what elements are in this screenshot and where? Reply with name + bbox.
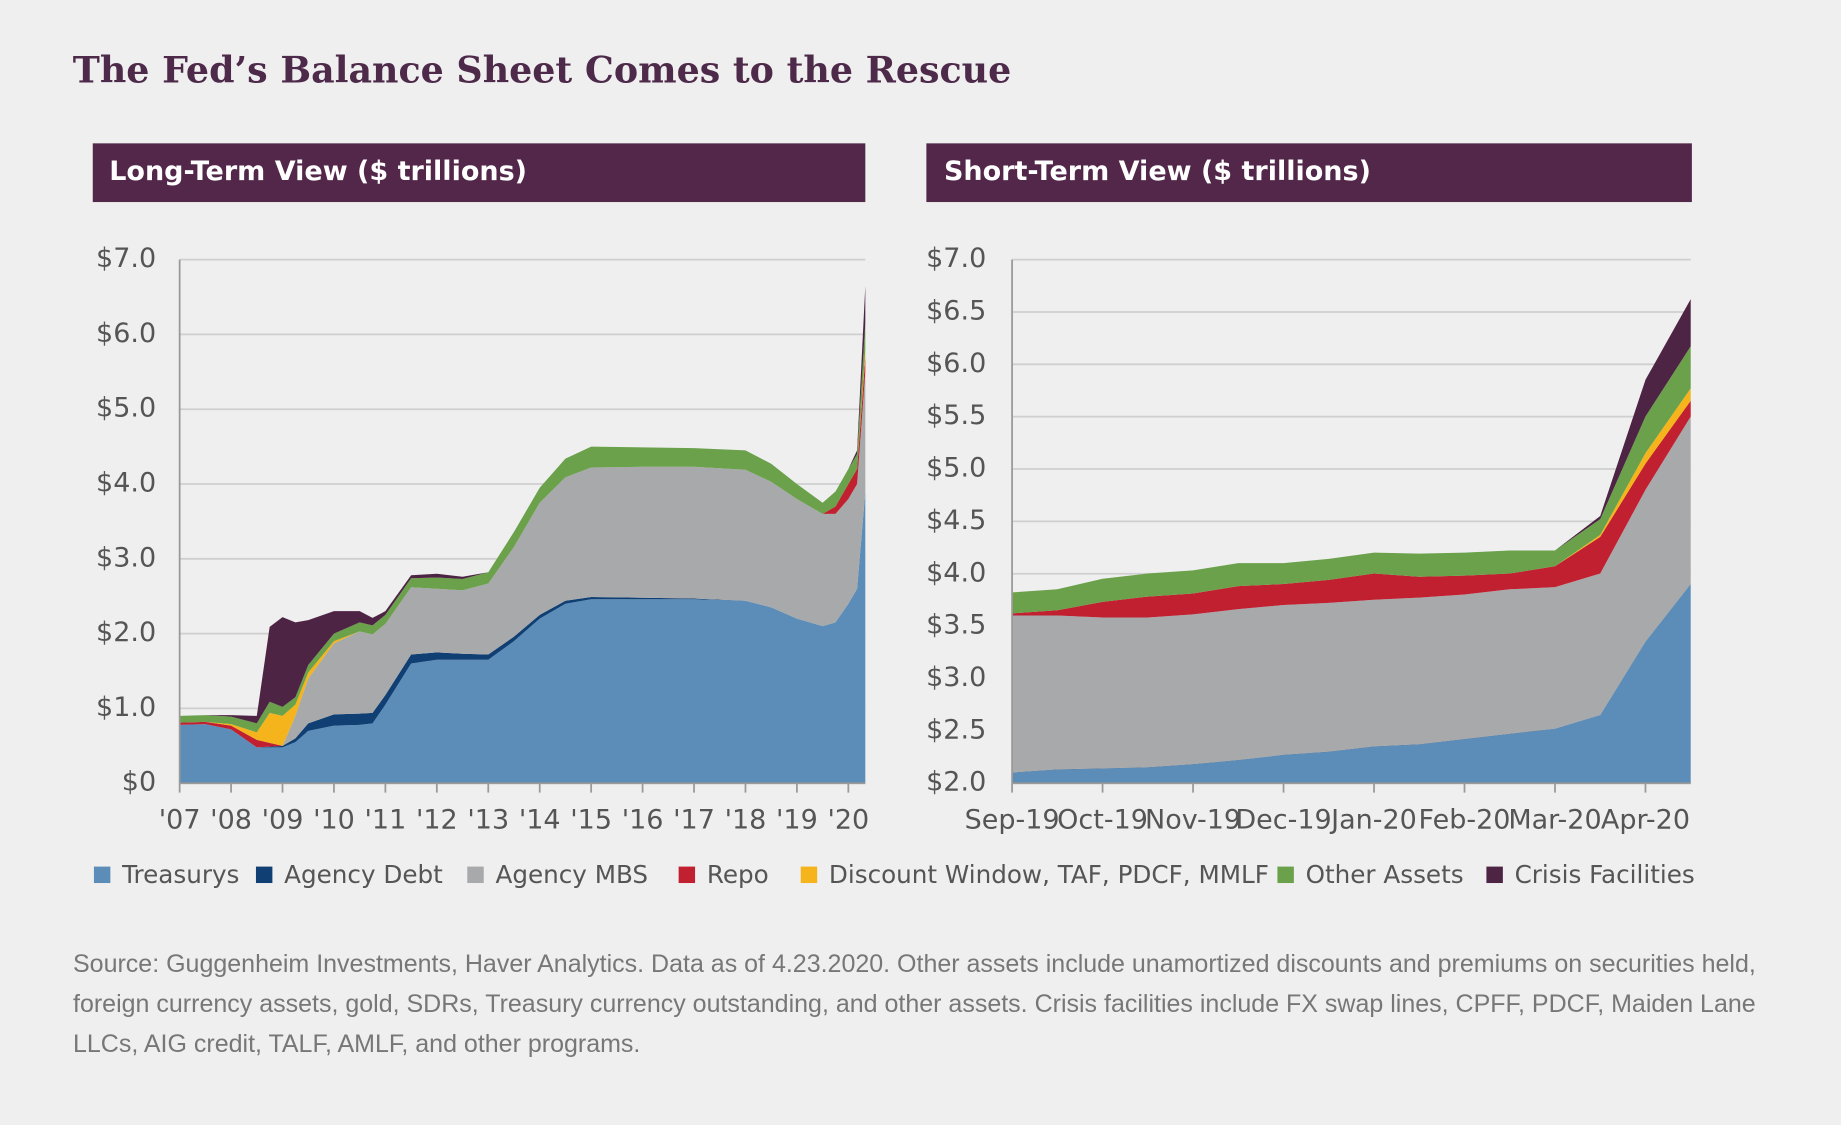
y-tick-label: $7.0 — [926, 243, 986, 274]
legend-swatch — [800, 866, 818, 884]
y-tick-label: $4.0 — [96, 468, 156, 499]
x-tick-label: Jan-20 — [1329, 804, 1417, 835]
legend-label: Crisis Facilities — [1515, 860, 1695, 889]
x-tick-label: '15 — [570, 804, 612, 835]
x-tick-label: Mar-20 — [1508, 804, 1601, 835]
x-tick-label: '18 — [725, 804, 767, 835]
area — [179, 323, 866, 733]
x-tick-label: '08 — [210, 804, 252, 835]
x-tick-label: '11 — [365, 804, 407, 835]
legend-label: Discount Window, TAF, PDCF, MMLF — [829, 860, 1269, 889]
y-tick-label: $6.0 — [926, 348, 986, 379]
x-tick-label: Sep-19 — [965, 804, 1060, 835]
y-tick-label: $2.5 — [926, 714, 986, 745]
legend-swatch — [1277, 866, 1294, 884]
x-tick-label: '14 — [519, 804, 561, 835]
legend-swatch — [467, 866, 484, 884]
y-tick-label: $3.0 — [926, 662, 986, 693]
area — [179, 371, 866, 748]
x-tick-label: Apr-20 — [1601, 804, 1690, 835]
legend-swatch — [1486, 866, 1503, 884]
x-tick-label: Dec-19 — [1235, 804, 1331, 835]
y-tick-label: $3.0 — [96, 542, 156, 573]
panel-header — [926, 143, 1692, 203]
source-note: Source: Guggenheim Investments, Haver An… — [73, 950, 1756, 1058]
area — [1012, 416, 1691, 773]
x-tick-label: '07 — [159, 804, 201, 835]
y-tick-label: $5.0 — [926, 453, 986, 484]
legend-label: Repo — [707, 860, 769, 889]
y-tick-label: $5.0 — [96, 393, 156, 424]
y-tick-label: $4.5 — [926, 505, 986, 536]
x-tick-label: '20 — [827, 804, 869, 835]
y-tick-label: $6.5 — [926, 295, 986, 326]
panel-title: Short-Term View ($ trillions) — [944, 156, 1371, 187]
area — [1012, 584, 1691, 784]
panel-header — [92, 143, 866, 203]
area — [179, 285, 866, 724]
x-tick-label: '19 — [776, 804, 818, 835]
page-title: The Fed’s Balance Sheet Comes to the Res… — [73, 48, 1011, 91]
y-tick-label: $7.0 — [96, 243, 156, 274]
panel-title: Long-Term View ($ trillions) — [109, 156, 527, 187]
area — [1012, 346, 1691, 614]
areas — [179, 285, 866, 784]
x-tick-label: '09 — [262, 804, 304, 835]
y-tick-label: $3.5 — [926, 610, 986, 641]
legend-label: Other Assets — [1306, 860, 1464, 889]
x-tick-label: '13 — [467, 804, 509, 835]
y-tick-label: $6.0 — [96, 318, 156, 349]
x-tick-label: '12 — [416, 804, 458, 835]
x-tick-label: Oct-19 — [1057, 804, 1148, 835]
legend-label: Treasurys — [121, 860, 239, 889]
y-tick-label: $2.0 — [926, 767, 986, 798]
legend-label: Agency MBS — [495, 860, 648, 889]
x-tick-label: '17 — [673, 804, 715, 835]
plots: $0 $1.0 $2.0 $3.0 $4.0 $5.0 $6.0 $7.0 '07 '08 '09 '… — [93, 243, 1695, 889]
y-tick-label: $0 — [122, 767, 156, 798]
legend-swatch — [678, 866, 696, 884]
x-tick-label: '16 — [622, 804, 664, 835]
area — [179, 491, 866, 784]
y-tick-label: $2.0 — [96, 617, 156, 648]
legend-label: Agency Debt — [284, 860, 443, 889]
y-tick-label: $5.5 — [926, 400, 986, 431]
areas — [1012, 299, 1691, 784]
x-tick-label: '10 — [313, 804, 355, 835]
y-tick-label: $4.0 — [926, 557, 986, 588]
legend-swatch — [93, 866, 111, 884]
y-tick-label: $1.0 — [96, 692, 156, 723]
x-tick-label: Feb-20 — [1419, 804, 1511, 835]
legend-swatch — [255, 866, 273, 884]
x-tick-label: Nov-19 — [1145, 804, 1241, 835]
